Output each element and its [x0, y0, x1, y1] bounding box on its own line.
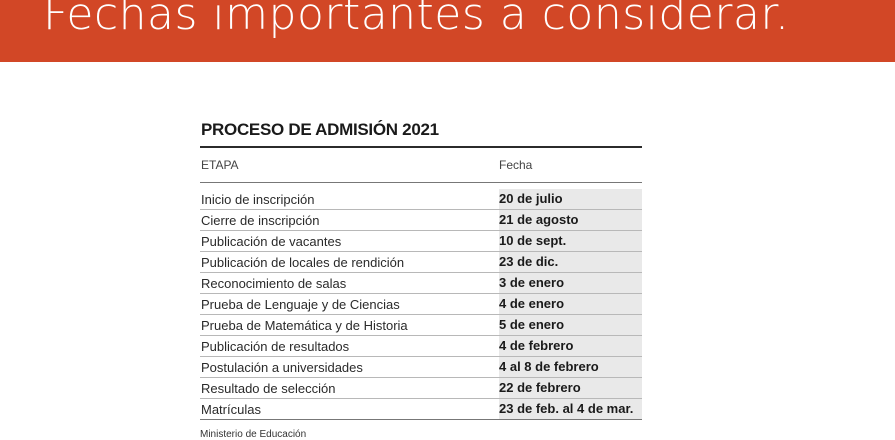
- header-fecha: Fecha: [499, 158, 533, 172]
- fecha-cell: 10 de sept.: [499, 231, 642, 251]
- header-etapa: ETAPA: [201, 158, 239, 172]
- etapa-cell: Publicación de vacantes: [201, 233, 342, 249]
- etapa-cell: Prueba de Matemática y de Historia: [201, 317, 408, 333]
- top-rule: [200, 146, 642, 148]
- fecha-cell: 4 al 8 de febrero: [499, 357, 642, 377]
- table-body: Inicio de inscripción 20 de julio Cierre …: [200, 189, 642, 420]
- etapa-cell: Resultado de selección: [201, 380, 336, 396]
- table-row: Resultado de selección 22 de febrero: [200, 378, 642, 399]
- table-row: Prueba de Lenguaje y de Ciencias 4 de ene…: [200, 294, 642, 315]
- etapa-cell: Postulación a universidades: [201, 359, 363, 375]
- table-row: Reconocimiento de salas 3 de enero: [200, 273, 642, 294]
- fecha-cell: 23 de feb. al 4 de mar.: [499, 399, 642, 419]
- fecha-cell: 5 de enero: [499, 315, 642, 335]
- table-row: Postulación a universidades 4 al 8 de feb…: [200, 357, 642, 378]
- table-row: Prueba de Matemática y de Historia 5 de e…: [200, 315, 642, 336]
- fecha-cell: 3 de enero: [499, 273, 642, 293]
- etapa-cell: Reconocimiento de salas: [201, 275, 347, 291]
- title-banner: Fechas importantes a considerar.: [0, 0, 895, 62]
- table-header: ETAPA Fecha: [200, 148, 642, 183]
- table-row: Publicación de vacantes 10 de sept.: [200, 231, 642, 252]
- table-row: Inicio de inscripción 20 de julio: [200, 189, 642, 210]
- table-title: PROCESO DE ADMISIÓN 2021: [201, 120, 439, 139]
- etapa-cell: Prueba de Lenguaje y de Ciencias: [201, 296, 400, 312]
- source-note: Ministerio de Educación: [200, 429, 307, 440]
- admission-table-figure: PROCESO DE ADMISIÓN 2021 ETAPA Fecha Ini…: [200, 120, 642, 440]
- etapa-cell: Matrículas: [201, 401, 261, 417]
- fecha-cell: 23 de dic.: [499, 252, 642, 272]
- fecha-cell: 20 de julio: [499, 189, 642, 209]
- table-row: Publicación de locales de rendición 23 de…: [200, 252, 642, 273]
- fecha-cell: 22 de febrero: [499, 378, 642, 398]
- table-row: Matrículas 23 de feb. al 4 de mar.: [200, 399, 642, 419]
- fecha-cell: 4 de febrero: [499, 336, 642, 356]
- etapa-cell: Cierre de inscripción: [201, 212, 320, 228]
- fecha-cell: 21 de agosto: [499, 210, 642, 230]
- etapa-cell: Publicación de resultados: [201, 338, 350, 354]
- slide-title: Fechas importantes a considerar.: [43, 0, 790, 40]
- table-row: Cierre de inscripción 21 de agosto: [200, 210, 642, 231]
- table-row: Publicación de resultados 4 de febrero: [200, 336, 642, 357]
- etapa-cell: Publicación de locales de rendición: [201, 254, 405, 270]
- fecha-cell: 4 de enero: [499, 294, 642, 314]
- etapa-cell: Inicio de inscripción: [201, 191, 315, 207]
